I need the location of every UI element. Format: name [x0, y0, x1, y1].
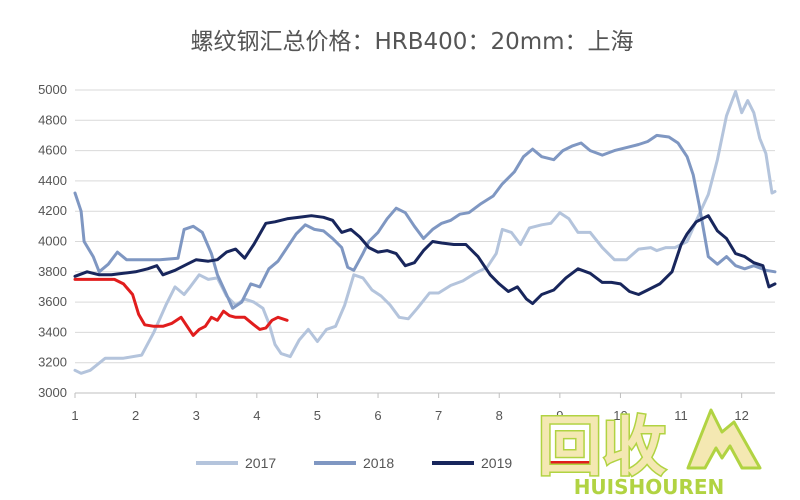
x-tick-label: 11	[674, 408, 688, 423]
y-tick-label: 4200	[38, 203, 67, 218]
y-tick-label: 4800	[38, 112, 67, 127]
x-tick-label: 2	[132, 408, 139, 423]
series-line-2017	[73, 90, 777, 375]
legend-label: 2017	[245, 455, 276, 471]
watermark-en-text: HUISHOUREN	[574, 475, 725, 499]
y-tick-label: 4000	[38, 234, 67, 249]
y-tick-label: 5000	[38, 82, 67, 97]
x-tick-label: 4	[253, 408, 260, 423]
x-tick-label: 10	[613, 408, 627, 423]
y-tick-label: 4600	[38, 143, 67, 158]
y-tick-label: 3400	[38, 324, 67, 339]
y-tick-label: 3000	[38, 385, 67, 400]
series-layer	[73, 90, 777, 375]
legend-label: 2019	[481, 455, 512, 471]
x-tick-label: 12	[734, 408, 748, 423]
x-tick-label: 1	[71, 408, 78, 423]
y-tick-label: 3600	[38, 294, 67, 309]
series-line-2019	[73, 214, 777, 306]
x-tick-label: 8	[496, 408, 503, 423]
x-tick-label: 3	[193, 408, 200, 423]
x-tick-label: 5	[314, 408, 321, 423]
legend-label: 2018	[363, 455, 394, 471]
x-tick-label: 6	[374, 408, 381, 423]
watermark-mountain-icon	[686, 408, 762, 470]
series-line-series-4	[73, 277, 289, 337]
axis-layer: 3000 3200 3400 3600 3800 4000 4200 4400 4600 4800…	[38, 82, 775, 423]
grid-layer	[75, 89, 775, 364]
legend: 2017 2018 2019	[196, 455, 592, 471]
y-tick-label: 4400	[38, 173, 67, 188]
watermark-cn-text: 回收	[538, 411, 666, 485]
chart-title: 螺纹钢汇总价格：HRB400：20mm：上海	[190, 29, 633, 55]
series-line-2018	[73, 133, 777, 310]
x-tick-label: 9	[556, 408, 563, 423]
y-tick-label: 3800	[38, 264, 67, 279]
x-tick-label: 7	[435, 408, 442, 423]
y-tick-label: 3200	[38, 355, 67, 370]
